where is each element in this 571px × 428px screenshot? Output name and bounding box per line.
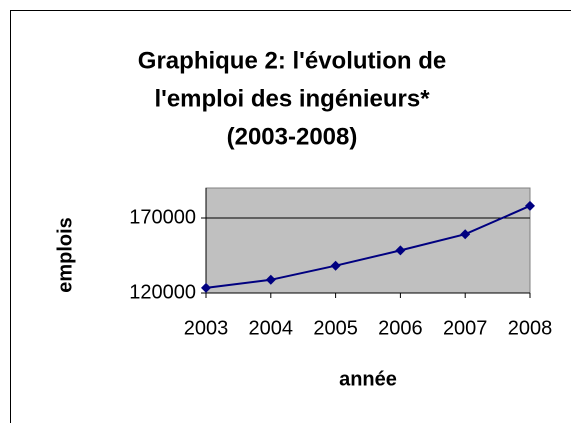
x-tick-label: 2008	[508, 317, 553, 339]
chart-title: l'emploi des ingénieurs*	[154, 85, 430, 112]
y-tick-label: 120000	[129, 281, 196, 303]
plot-area	[206, 188, 530, 293]
x-tick-label: 2004	[249, 317, 294, 339]
x-tick-label: 2003	[184, 317, 229, 339]
x-tick-label: 2007	[443, 317, 488, 339]
y-axis-label: emplois	[54, 217, 76, 293]
y-tick-label: 170000	[129, 206, 196, 228]
chart-title: (2003-2008)	[227, 123, 358, 150]
x-tick-label: 2006	[378, 317, 423, 339]
x-axis-label: année	[339, 368, 397, 390]
chart-title: Graphique 2: l'évolution de	[138, 47, 446, 74]
x-tick-label: 2005	[313, 317, 358, 339]
